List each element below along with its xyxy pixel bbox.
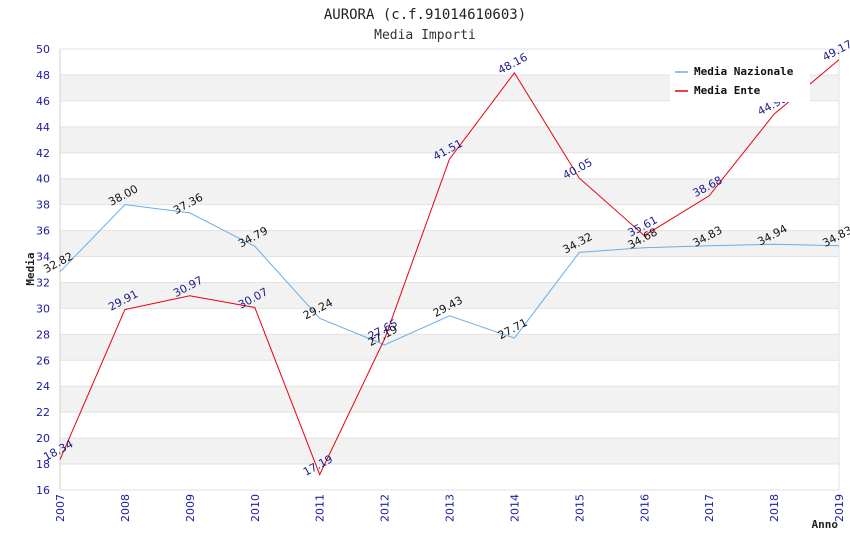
x-tick-label: 2013 [444,494,457,522]
grid-band [60,178,839,205]
y-tick-label: 46 [36,95,50,108]
x-tick-label: 2011 [314,494,327,522]
y-tick-label: 20 [36,432,50,445]
grid-band [60,334,839,361]
y-tick-label: 40 [36,173,50,186]
series-line-ente [59,59,840,476]
chart-subtitle: Media Importi [374,28,476,43]
legend-box [670,60,810,102]
y-axis-label: Media [24,252,37,285]
chart-title: AURORA (c.f.91014610603) [324,7,526,23]
y-axis-ticks: 16 18 20 22 24 26 28 30 32 34 36 38 40 42 44 46 48 50 [36,43,50,497]
x-tick-label: 2019 [833,494,846,522]
legend-label-nazionale: Media Nazionale [694,65,794,78]
grid-band [60,438,839,465]
y-tick-label: 42 [36,147,50,160]
x-tick-label: 2009 [184,494,197,522]
grid-band [60,230,839,257]
legend: Media Nazionale Media Ente [670,60,810,102]
grid-band [60,386,839,413]
y-tick-label: 26 [36,354,50,367]
y-tick-label: 44 [36,121,50,134]
x-tick-label: 2015 [573,494,586,522]
series-line-nazionale [59,204,840,346]
x-tick-label: 2008 [119,494,132,522]
x-axis-ticks: 2007 2008 2009 2010 2011 2012 2013 2014 2015 2016… [54,494,846,522]
x-tick-label: 2010 [249,494,262,522]
x-tick-label: 2017 [703,494,716,522]
x-tick-label: 2016 [638,494,651,522]
grid-band [60,126,839,153]
x-tick-label: 2007 [54,494,67,522]
series-lines [59,59,840,476]
y-tick-label: 24 [36,380,50,393]
y-tick-label: 50 [36,43,50,56]
y-tick-label: 28 [36,328,50,341]
y-tick-label: 34 [36,251,50,264]
y-tick-label: 16 [36,484,50,497]
x-tick-label: 2018 [768,494,781,522]
x-tick-label: 2012 [379,494,392,522]
y-tick-label: 38 [36,199,50,212]
y-tick-label: 18 [36,458,50,471]
y-tick-label: 48 [36,69,50,82]
y-tick-label: 32 [36,276,50,289]
legend-label-ente: Media Ente [694,84,761,97]
x-tick-label: 2014 [508,494,521,522]
y-tick-label: 36 [36,225,50,238]
grid-lines [59,48,840,491]
x-axis-label: Anno [812,518,839,531]
y-tick-label: 30 [36,302,50,315]
y-tick-label: 22 [36,406,50,419]
